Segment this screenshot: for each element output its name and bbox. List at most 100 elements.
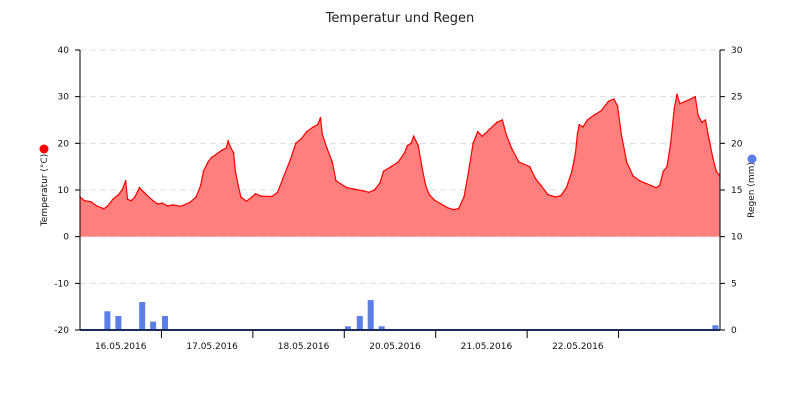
right-tick-label: 5 <box>731 279 737 289</box>
x-tick-label: 22.05.2016 <box>552 342 604 352</box>
temperature-area <box>79 93 721 237</box>
temperature-point <box>403 151 406 154</box>
temperature-point <box>673 107 676 110</box>
temperature-point <box>251 196 253 198</box>
temperature-point <box>237 184 239 187</box>
left-axis-ticks: 40 30 20 10 0 -10 -20 <box>54 46 80 336</box>
temperature-point <box>505 133 507 135</box>
rain-bar <box>344 326 351 330</box>
left-tick-label: 30 <box>58 93 70 103</box>
temperature-point <box>214 154 217 156</box>
temperature-point <box>316 123 319 126</box>
temperature-point <box>689 98 692 100</box>
left-axis-title: Temperatur (°C) <box>40 154 50 227</box>
temperature-point <box>390 165 392 168</box>
temperature-point <box>282 177 284 180</box>
temperature-point <box>289 158 292 161</box>
temperature-point <box>421 165 423 168</box>
temperature-point <box>433 199 436 202</box>
temperature-point <box>106 205 109 208</box>
temperature-point <box>167 205 169 207</box>
temperature-point <box>179 205 182 208</box>
temperature-point <box>300 137 303 140</box>
rain-bar <box>115 316 122 330</box>
temperature-point <box>379 182 381 184</box>
left-tick-label: 40 <box>58 46 70 56</box>
temperature-point <box>501 119 504 121</box>
temperature-point <box>117 193 120 196</box>
temperature-point <box>440 203 442 205</box>
temperature-point <box>576 133 579 135</box>
temperature-point <box>565 186 568 189</box>
temperature-point <box>305 130 308 133</box>
temperature-point <box>467 170 470 173</box>
temperature-point <box>254 192 257 195</box>
temperature-point <box>406 144 409 147</box>
temperature-point <box>321 133 324 135</box>
right-axis-title: Regen (mm) <box>747 162 757 218</box>
temperature-point <box>143 191 145 194</box>
temperature-point <box>481 135 484 138</box>
temperature-point <box>676 93 678 96</box>
x-tick-label: 20.05.2016 <box>369 342 421 352</box>
temperature-point <box>340 183 343 186</box>
temperature-point <box>134 196 136 198</box>
temperature-point <box>613 98 615 100</box>
temperature-line <box>79 94 721 211</box>
temperature-point <box>669 142 672 145</box>
temperature-point <box>397 161 400 163</box>
rain-bar <box>104 311 111 330</box>
temperature-point <box>476 130 479 133</box>
temperature-point <box>697 114 699 117</box>
temperature-point <box>353 188 356 190</box>
temperature-point <box>90 200 92 203</box>
temperature-point <box>195 196 197 198</box>
temperature-point <box>571 170 573 173</box>
temperature-point <box>662 170 665 173</box>
temperature-point <box>578 123 580 126</box>
left-tick-label: 10 <box>58 186 70 196</box>
left-tick-label: -20 <box>54 326 69 336</box>
temperature-point <box>554 196 557 198</box>
temperature-point <box>700 121 703 124</box>
temperature-point <box>232 151 235 154</box>
temperature-legend-dot <box>39 144 49 154</box>
temperature-point <box>188 201 191 204</box>
temperature-point <box>593 114 595 117</box>
temperature-point <box>488 128 491 131</box>
temperature-point <box>620 133 623 135</box>
temperature-point <box>312 126 314 128</box>
x-tick-label: 16.05.2016 <box>95 342 147 352</box>
rain-bar <box>150 321 157 330</box>
temperature-point <box>644 182 646 184</box>
temperature-point <box>382 170 385 173</box>
rain-bar <box>378 326 385 330</box>
temperature-point <box>210 156 213 159</box>
temperature-point <box>708 137 710 140</box>
temperature-point <box>373 189 376 191</box>
temperature-point <box>666 165 668 168</box>
temperature-fill <box>80 94 720 237</box>
temperature-point <box>326 147 328 149</box>
temperature-point <box>616 105 619 107</box>
right-tick-label: 25 <box>731 93 742 103</box>
rain-bar <box>139 302 146 330</box>
temperature-point <box>649 184 652 187</box>
right-tick-label: 0 <box>731 326 737 336</box>
temperature-point <box>529 165 531 168</box>
temperature-point <box>95 205 98 207</box>
temperature-point <box>711 156 714 159</box>
right-tick-label: 10 <box>731 233 743 243</box>
temperature-point <box>496 121 498 124</box>
rain-bar <box>712 325 719 330</box>
temperature-point <box>230 147 232 149</box>
right-tick-label: 30 <box>731 46 743 56</box>
temperature-point <box>638 179 641 182</box>
temperature-point <box>655 186 657 189</box>
temperature-point <box>694 95 697 98</box>
temperature-point <box>319 116 322 119</box>
temperature-point <box>452 208 454 211</box>
temperature-point <box>150 198 153 201</box>
temperature-point <box>582 126 584 128</box>
temperature-point <box>574 151 577 154</box>
